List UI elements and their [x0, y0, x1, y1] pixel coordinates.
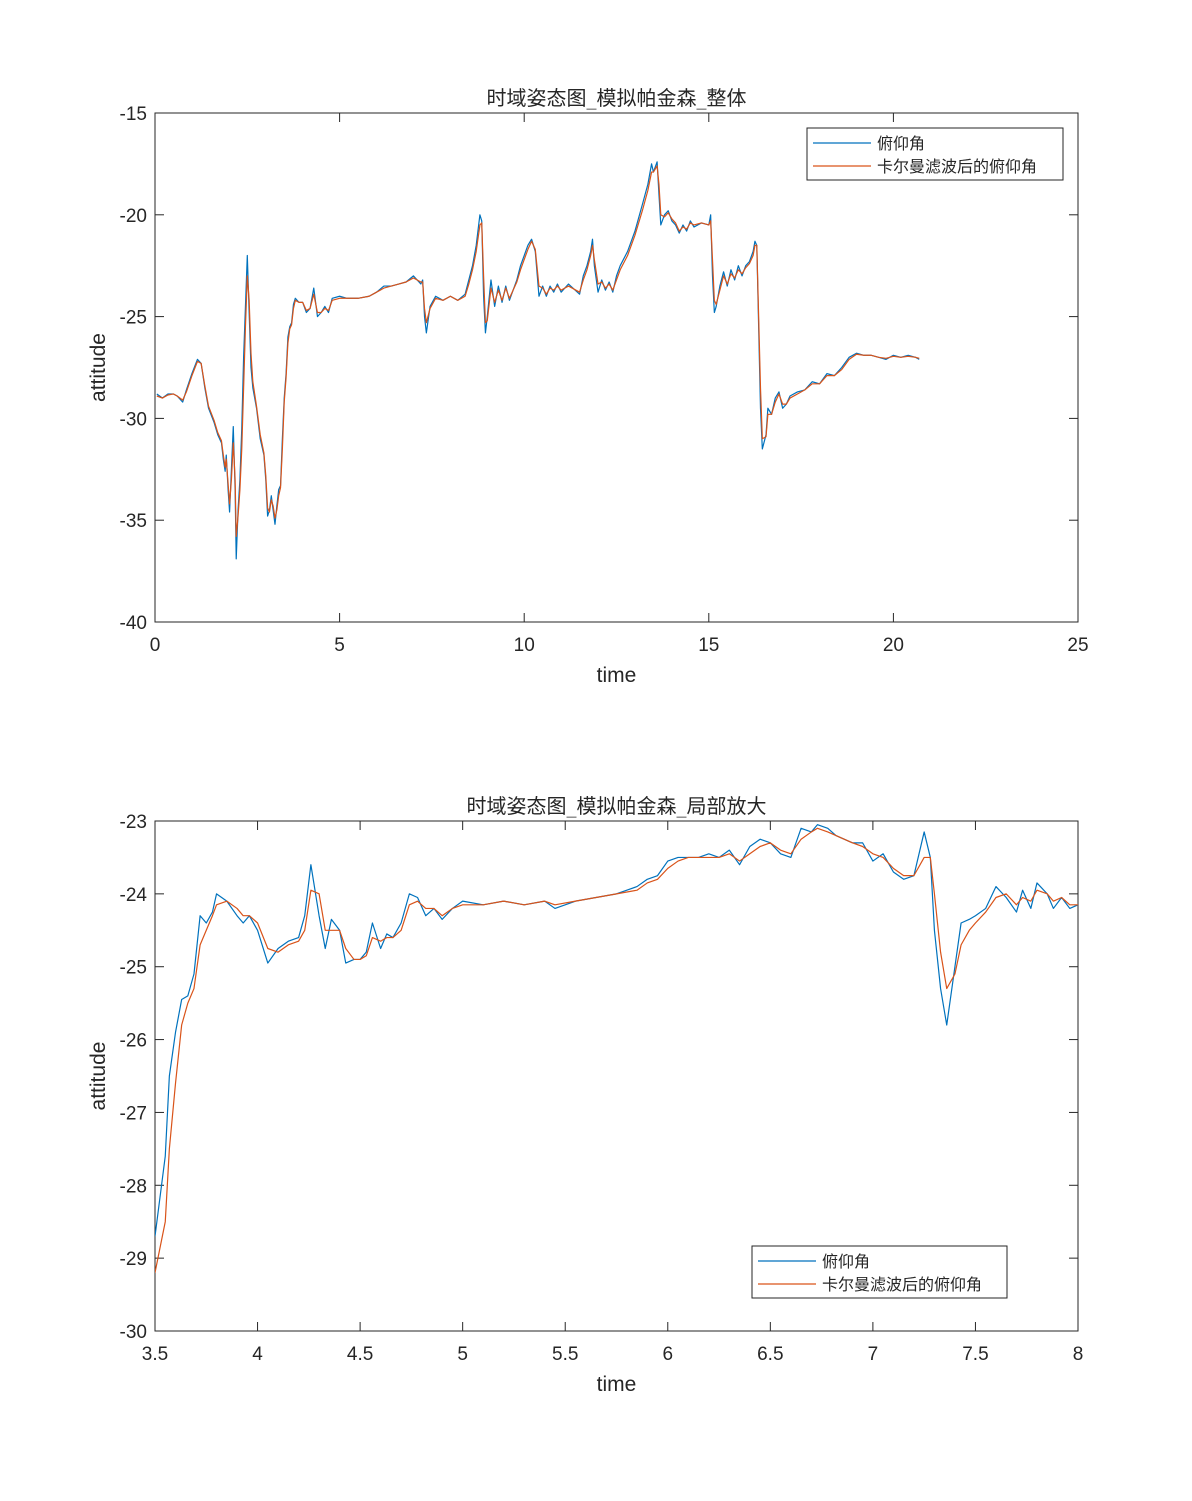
x-tick-label: 25 [1067, 635, 1088, 656]
x-tick-label: 5.5 [552, 1344, 578, 1365]
x-tick-label: 6 [662, 1344, 673, 1365]
y-tick-label: -25 [120, 308, 147, 329]
x-tick-label: 8 [1073, 1344, 1084, 1365]
x-tick-label: 3.5 [142, 1344, 168, 1365]
series-line-pitch [156, 161, 920, 560]
legend-box [751, 1245, 1008, 1299]
series-line-pitch [155, 824, 1078, 1237]
chart-1: 0 5 10 15 20 25 -15 -20 -25 -30 -35 -40 时域姿态图_模拟帕金森_… [87, 86, 1089, 687]
chart-title: 时域姿态图_模拟帕金森_局部放大 [467, 794, 767, 818]
y-tick-label: -30 [120, 409, 147, 430]
legend-label: 俯仰角 [877, 134, 925, 153]
legend-box [806, 127, 1064, 181]
y-tick-label: -25 [120, 958, 147, 979]
x-tick-label: 0 [150, 635, 161, 656]
y-tick-label: -28 [120, 1176, 147, 1197]
legend-label: 俯仰角 [822, 1252, 870, 1271]
x-tick-label: 6.5 [757, 1344, 783, 1365]
x-tick-label: 5 [334, 635, 345, 656]
series-line-kalman-pitch [156, 165, 920, 538]
x-tick-label: 7 [868, 1344, 879, 1365]
x-tick-label: 5 [457, 1344, 468, 1365]
x-tick-label: 7.5 [962, 1344, 988, 1365]
y-tick-label: -24 [120, 885, 148, 906]
x-axis-label: time [597, 1373, 637, 1396]
y-tick-label: -27 [120, 1103, 147, 1124]
y-tick-label: -29 [120, 1249, 147, 1270]
chart-2: 3.5 4 4.5 5 5.5 6 6.5 7 7.5 8 -23 -24 -25 -26 -27 -28 -2… [87, 794, 1083, 1396]
legend-label: 卡尔曼滤波后的俯仰角 [822, 1275, 982, 1294]
x-tick-label: 10 [514, 635, 535, 656]
x-tick-label: 4.5 [347, 1344, 373, 1365]
series-line-kalman-pitch [155, 827, 1078, 1273]
y-tick-label: -20 [120, 206, 147, 227]
y-tick-label: -30 [120, 1322, 147, 1343]
x-tick-label: 4 [252, 1344, 263, 1365]
legend-label: 卡尔曼滤波后的俯仰角 [877, 157, 1037, 176]
y-tick-label: -35 [120, 511, 147, 532]
y-axis-label: attitude [87, 1042, 110, 1111]
x-tick-label: 20 [883, 635, 904, 656]
x-tick-label: 15 [698, 635, 719, 656]
y-tick-label: -23 [120, 812, 147, 833]
y-tick-label: -15 [120, 104, 147, 125]
x-axis-label: time [597, 664, 637, 687]
y-tick-label: -26 [120, 1031, 147, 1052]
chart-title: 时域姿态图_模拟帕金森_整体 [487, 86, 747, 110]
y-axis-label: attitude [87, 333, 110, 402]
y-tick-label: -40 [120, 613, 147, 634]
plot-area [154, 112, 1079, 623]
